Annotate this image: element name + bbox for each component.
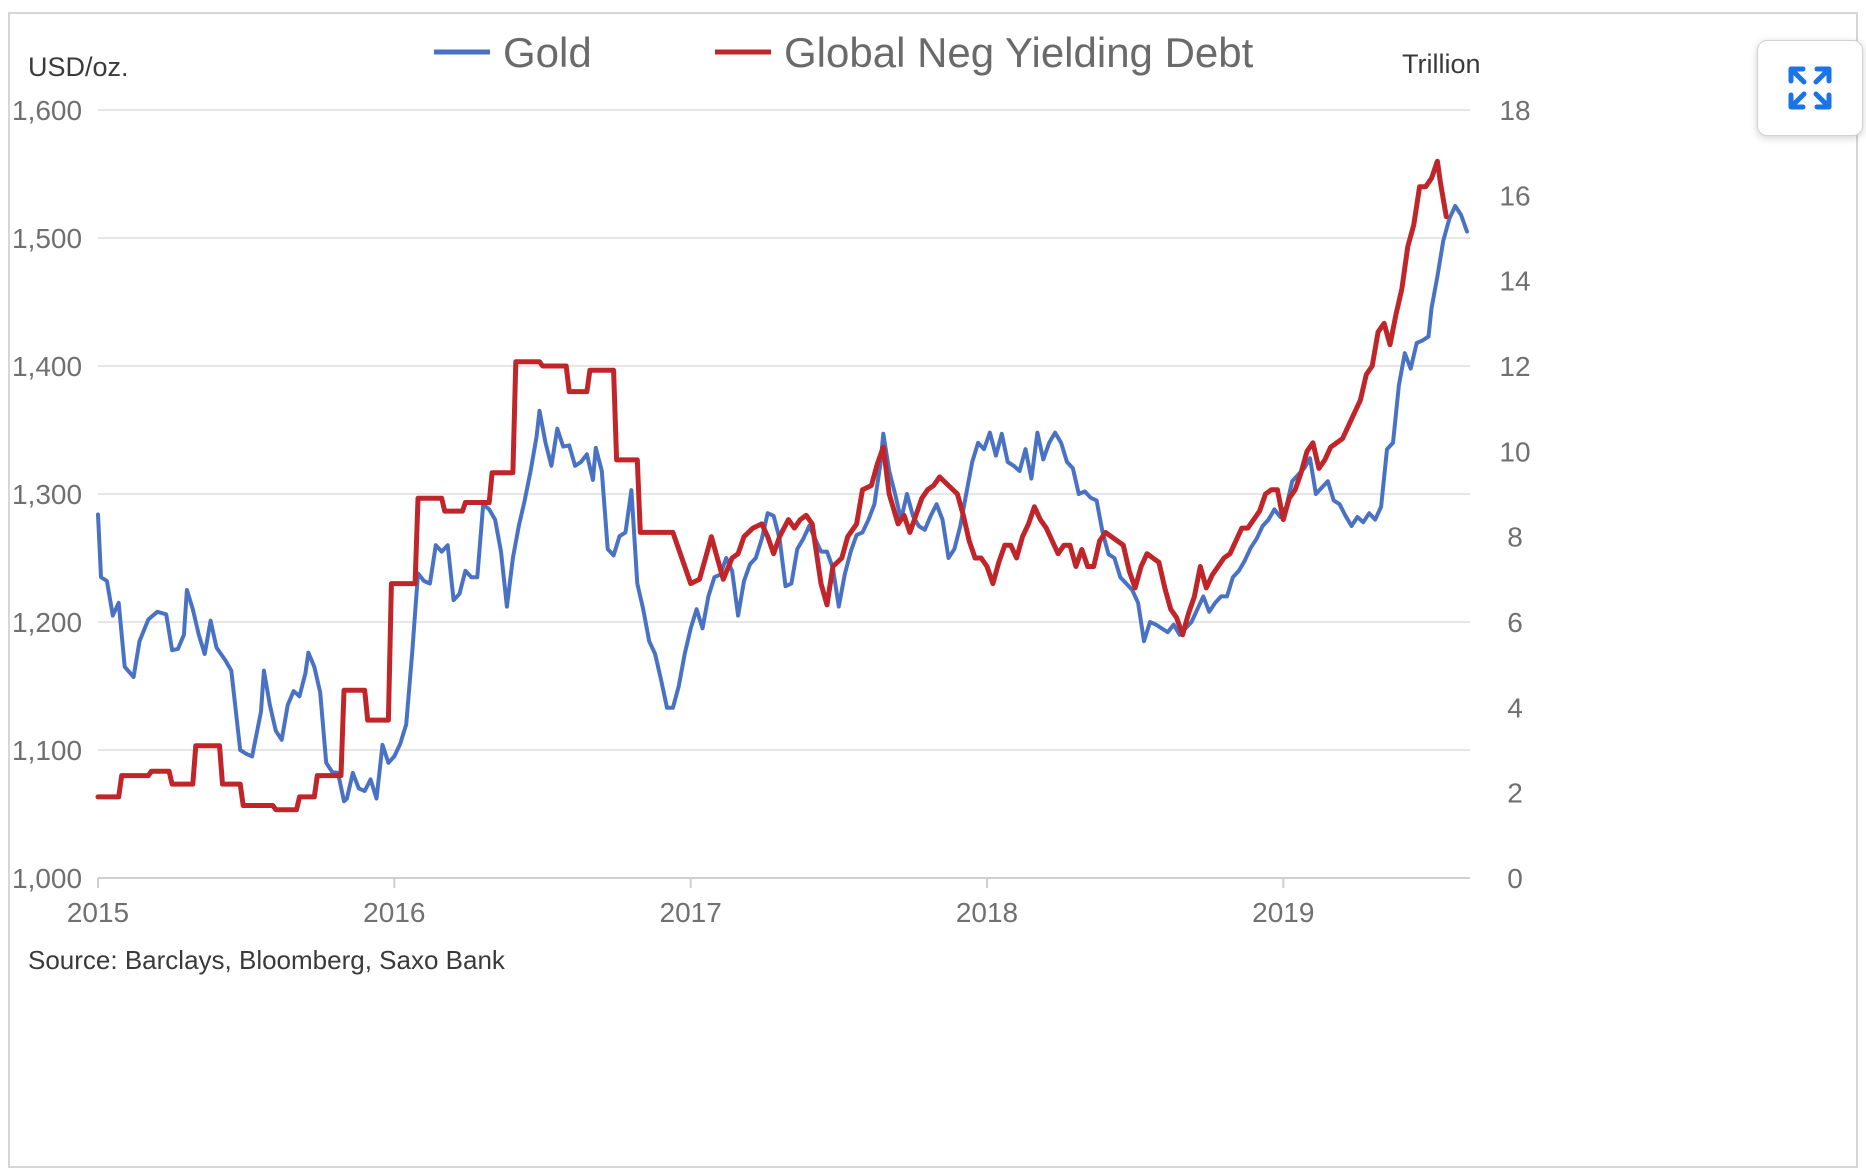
- y-tick-label-right: 6: [1507, 607, 1523, 638]
- x-axis: 2015 2016 2017 2018 2019: [67, 877, 1470, 928]
- y-tick-label-right: 2: [1507, 778, 1523, 809]
- y-tick-label-right: 14: [1499, 266, 1530, 297]
- x-tick-label: 2016: [363, 897, 425, 928]
- y-tick-label-left: 1,400: [12, 351, 82, 382]
- source-note: Source: Barclays, Bloomberg, Saxo Bank: [28, 945, 506, 975]
- y-tick-label-right: 16: [1499, 180, 1530, 211]
- series-line-neg-yield: [95, 158, 1449, 813]
- y-tick-label-left: 1,300: [12, 479, 82, 510]
- series-layer: [95, 158, 1469, 813]
- x-tick-label: 2017: [660, 897, 722, 928]
- x-tick-label: 2019: [1252, 897, 1314, 928]
- right-axis: 0 2 4 6 8 10 12 14 16 18: [1499, 95, 1530, 894]
- legend: Gold Global Neg Yielding Debt: [434, 29, 1254, 76]
- gridlines: [98, 109, 1470, 751]
- y-tick-label-right: 12: [1499, 351, 1530, 382]
- x-tick-label: 2015: [67, 897, 129, 928]
- chart: 1,000 1,100 1,200 1,300 1,400 1,500 1,600 0 2 4 6…: [12, 29, 1531, 975]
- right-axis-unit: Trillion: [1402, 49, 1481, 79]
- y-tick-label-right: 10: [1499, 436, 1530, 467]
- y-tick-label-right: 18: [1499, 95, 1530, 126]
- series-line-gold: [96, 204, 1469, 804]
- legend-label-neg-yield: Global Neg Yielding Debt: [784, 29, 1254, 76]
- y-tick-label-left: 1,100: [12, 735, 82, 766]
- expand-icon: [1788, 66, 1832, 110]
- y-tick-label-left: 1,000: [12, 863, 82, 894]
- y-tick-label-left: 1,500: [12, 223, 82, 254]
- expand-button[interactable]: [1757, 40, 1863, 136]
- left-axis: 1,000 1,100 1,200 1,300 1,400 1,500 1,600: [12, 95, 82, 894]
- y-tick-label-right: 0: [1507, 863, 1523, 894]
- legend-label-gold: Gold: [503, 29, 592, 76]
- y-tick-label-right: 8: [1507, 522, 1523, 553]
- left-axis-unit: USD/oz.: [28, 52, 129, 82]
- x-tick-label: 2018: [956, 897, 1018, 928]
- y-tick-label-right: 4: [1507, 692, 1523, 723]
- y-tick-label-left: 1,200: [12, 607, 82, 638]
- y-tick-label-left: 1,600: [12, 95, 82, 126]
- chart-frame: 1,000 1,100 1,200 1,300 1,400 1,500 1,600 0 2 4 6…: [8, 12, 1863, 1168]
